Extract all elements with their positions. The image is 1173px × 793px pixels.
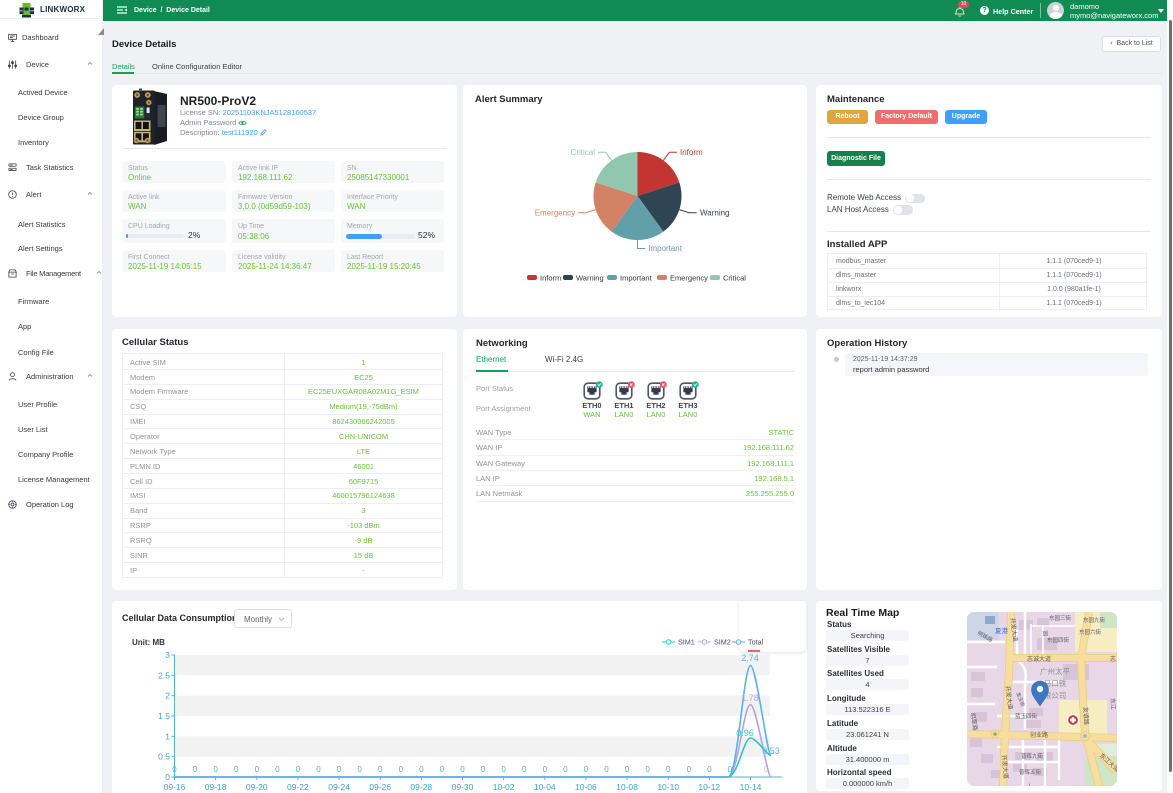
svg-text:1.5: 1.5 — [158, 711, 170, 721]
svg-text:0: 0 — [172, 765, 177, 774]
svg-text:Important: Important — [648, 244, 683, 253]
svg-text:10-12: 10-12 — [698, 782, 720, 792]
svg-text:0: 0 — [419, 765, 424, 774]
svg-text:2.5: 2.5 — [158, 670, 170, 680]
svg-text:3: 3 — [165, 650, 170, 660]
svg-text:0: 0 — [728, 765, 733, 774]
svg-text:0: 0 — [275, 765, 280, 774]
svg-text:SIM2: SIM2 — [714, 638, 731, 647]
svg-text:0: 0 — [337, 765, 342, 774]
svg-text:SIM1: SIM1 — [678, 638, 695, 647]
svg-text:夏港: 夏港 — [995, 626, 1009, 635]
svg-text:广州太平: 广州太平 — [1040, 666, 1070, 676]
svg-text:2.74: 2.74 — [741, 653, 759, 663]
svg-text:0: 0 — [543, 765, 548, 774]
svg-text:Warning: Warning — [700, 208, 730, 217]
svg-text:明翠路: 明翠路 — [968, 712, 979, 731]
svg-text:0: 0 — [501, 765, 506, 774]
svg-text:09-16: 09-16 — [164, 782, 186, 792]
svg-text:09-20: 09-20 — [246, 782, 268, 792]
svg-text:Emergency: Emergency — [535, 208, 575, 217]
svg-text:0: 0 — [440, 765, 445, 774]
svg-text:开发大道: 开发大道 — [1000, 754, 1010, 779]
svg-text:东园三街: 东园三街 — [1049, 614, 1072, 622]
svg-text:Warning: Warning — [576, 274, 604, 283]
svg-text:创业路: 创业路 — [1030, 731, 1048, 739]
svg-text:开发大道: 开发大道 — [1008, 617, 1019, 642]
svg-text:10-02: 10-02 — [493, 782, 515, 792]
svg-text:Critical: Critical — [571, 148, 596, 157]
svg-text:友谊路: 友谊路 — [1082, 707, 1091, 725]
svg-text:0: 0 — [645, 765, 650, 774]
svg-text:普晖九街: 普晖九街 — [1021, 752, 1044, 760]
svg-text:普晖五街: 普晖五街 — [1019, 768, 1042, 776]
svg-text:10-04: 10-04 — [534, 782, 556, 792]
svg-text:马口铁: 马口铁 — [1044, 678, 1067, 688]
svg-text:10-08: 10-08 — [616, 782, 638, 792]
svg-text:0: 0 — [604, 765, 609, 774]
svg-text:09-28: 09-28 — [410, 782, 432, 792]
svg-text:志: 志 — [1110, 655, 1116, 663]
svg-text:0: 0 — [234, 765, 239, 774]
svg-text:0: 0 — [255, 765, 260, 774]
svg-text:0: 0 — [687, 765, 692, 774]
svg-text:0: 0 — [522, 765, 527, 774]
svg-text:金玉街: 金玉街 — [1015, 691, 1027, 708]
svg-text:Critical: Critical — [723, 274, 746, 283]
svg-text:0: 0 — [316, 765, 321, 774]
svg-text:0.53: 0.53 — [762, 746, 780, 756]
svg-text:09-22: 09-22 — [287, 782, 309, 792]
svg-text:园: 园 — [1041, 630, 1049, 637]
svg-text:Total: Total — [748, 638, 764, 647]
svg-text:2: 2 — [165, 691, 170, 701]
svg-text:10-06: 10-06 — [575, 782, 597, 792]
svg-text:0.96: 0.96 — [736, 728, 754, 738]
svg-text:志诚大道: 志诚大道 — [1027, 655, 1051, 663]
svg-text:Inform: Inform — [540, 274, 561, 283]
svg-text:0: 0 — [213, 765, 218, 774]
svg-text:东园九街: 东园九街 — [1083, 616, 1106, 624]
svg-text:开发大道: 开发大道 — [1003, 685, 1014, 710]
svg-text:0: 0 — [625, 765, 630, 774]
svg-text:东园四街: 东园四街 — [1047, 636, 1070, 644]
svg-text:10-14: 10-14 — [740, 782, 762, 792]
svg-text:10-10: 10-10 — [657, 782, 679, 792]
svg-text:0: 0 — [378, 765, 383, 774]
svg-text:一街: 一街 — [1025, 782, 1036, 786]
svg-text:0: 0 — [707, 765, 712, 774]
svg-text:0: 0 — [584, 765, 589, 774]
svg-text:0: 0 — [764, 765, 769, 774]
svg-text:蓝玉四街: 蓝玉四街 — [1015, 712, 1038, 720]
svg-text:09-24: 09-24 — [328, 782, 350, 792]
svg-text:1.78: 1.78 — [741, 693, 759, 703]
svg-text:0: 0 — [165, 772, 170, 782]
svg-text:09-30: 09-30 — [452, 782, 474, 792]
svg-text:Emergency: Emergency — [670, 274, 708, 283]
svg-text:0: 0 — [481, 765, 486, 774]
svg-text:09-18: 09-18 — [205, 782, 227, 792]
svg-text:0.5: 0.5 — [158, 752, 170, 762]
svg-text:Important: Important — [620, 274, 653, 283]
svg-text:0: 0 — [193, 765, 198, 774]
svg-text:0: 0 — [399, 765, 404, 774]
svg-text:0: 0 — [563, 765, 568, 774]
svg-text:0: 0 — [357, 765, 362, 774]
svg-text:0: 0 — [460, 765, 465, 774]
svg-text:1: 1 — [165, 731, 170, 741]
svg-text:东江: 东江 — [1109, 698, 1117, 710]
svg-text:0: 0 — [296, 765, 301, 774]
svg-text:东园六街: 东园六街 — [1079, 628, 1102, 636]
svg-text:09-26: 09-26 — [369, 782, 391, 792]
svg-text:Inform: Inform — [680, 148, 703, 157]
svg-text:0: 0 — [666, 765, 671, 774]
svg-text:限公司: 限公司 — [1044, 691, 1067, 700]
